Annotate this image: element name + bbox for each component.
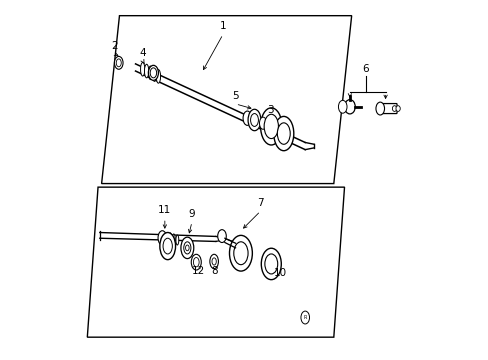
Ellipse shape — [114, 57, 123, 69]
Ellipse shape — [140, 63, 144, 76]
Ellipse shape — [273, 116, 293, 151]
Ellipse shape — [172, 234, 175, 244]
FancyBboxPatch shape — [379, 104, 396, 113]
Ellipse shape — [176, 235, 179, 245]
Ellipse shape — [150, 68, 156, 78]
Ellipse shape — [185, 245, 189, 251]
Ellipse shape — [277, 123, 290, 144]
Text: 9: 9 — [188, 209, 195, 219]
Ellipse shape — [168, 233, 171, 243]
Ellipse shape — [160, 233, 175, 260]
Text: 10: 10 — [273, 268, 286, 278]
Ellipse shape — [148, 66, 152, 80]
Ellipse shape — [116, 59, 121, 67]
Text: 11: 11 — [158, 205, 171, 215]
Text: 3: 3 — [267, 105, 273, 115]
Ellipse shape — [163, 238, 172, 254]
Text: 2: 2 — [111, 41, 117, 51]
Ellipse shape — [264, 114, 278, 139]
Ellipse shape — [156, 69, 160, 83]
Ellipse shape — [229, 235, 252, 271]
Ellipse shape — [191, 254, 201, 270]
Ellipse shape — [344, 100, 354, 114]
Text: 7: 7 — [257, 198, 264, 208]
Text: 1: 1 — [219, 21, 226, 31]
Ellipse shape — [148, 65, 158, 80]
Ellipse shape — [181, 237, 193, 258]
Ellipse shape — [261, 248, 281, 280]
Text: 6: 6 — [362, 64, 368, 74]
Ellipse shape — [217, 230, 226, 243]
Text: 12: 12 — [191, 266, 204, 276]
Text: 4: 4 — [139, 48, 146, 58]
Ellipse shape — [260, 108, 282, 145]
Ellipse shape — [158, 231, 166, 245]
Text: 5: 5 — [232, 91, 239, 101]
Ellipse shape — [300, 311, 309, 324]
Ellipse shape — [212, 258, 216, 265]
Text: R: R — [303, 315, 306, 320]
Polygon shape — [87, 187, 344, 337]
Ellipse shape — [250, 113, 258, 126]
Polygon shape — [102, 16, 351, 184]
Ellipse shape — [144, 64, 148, 78]
Ellipse shape — [395, 106, 400, 111]
Ellipse shape — [259, 117, 266, 129]
Ellipse shape — [209, 254, 218, 269]
Ellipse shape — [193, 257, 199, 267]
Ellipse shape — [338, 100, 346, 113]
Ellipse shape — [391, 106, 396, 111]
Ellipse shape — [247, 109, 261, 131]
Ellipse shape — [233, 242, 247, 265]
Ellipse shape — [264, 254, 277, 274]
Ellipse shape — [183, 242, 190, 254]
Text: 8: 8 — [210, 266, 217, 276]
Ellipse shape — [375, 102, 384, 115]
Ellipse shape — [152, 68, 156, 81]
Ellipse shape — [243, 111, 251, 125]
